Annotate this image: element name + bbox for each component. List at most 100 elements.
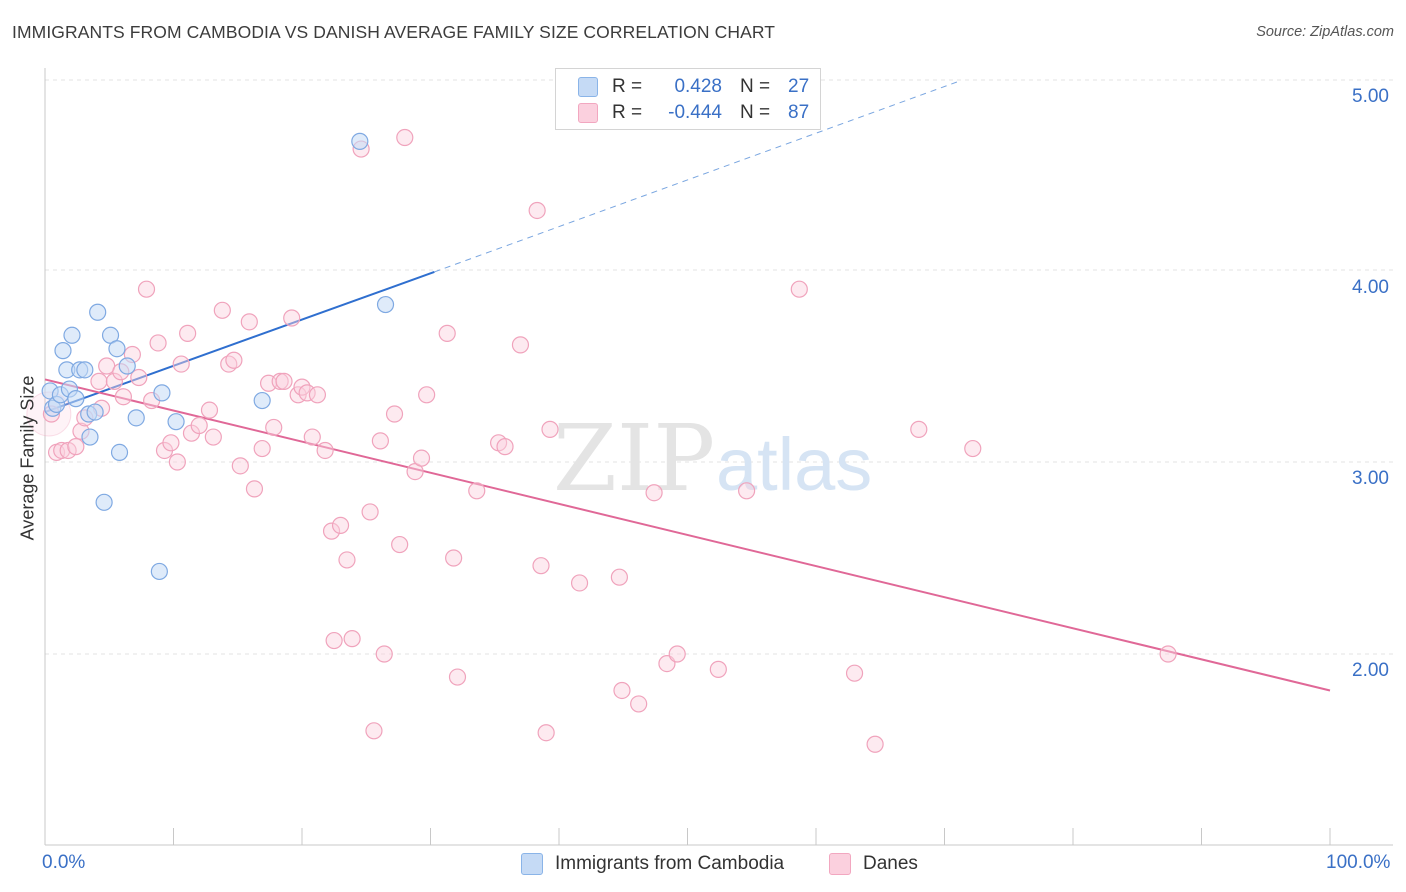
point-cambodia	[153, 384, 171, 402]
point-danes	[200, 401, 219, 419]
point-cambodia	[54, 342, 72, 360]
point-danes	[331, 516, 350, 534]
point-cambodia	[67, 390, 85, 408]
point-danes	[790, 280, 808, 298]
point-danes	[149, 334, 167, 352]
watermark: ZIP atlas	[553, 405, 872, 512]
point-danes	[105, 372, 123, 390]
point-danes	[365, 722, 383, 740]
point-cambodia	[89, 303, 107, 321]
point-danes	[231, 457, 249, 475]
point-danes	[137, 280, 156, 298]
series-label-cambodia: Immigrants from Cambodia	[555, 853, 785, 874]
point-cambodia	[86, 403, 104, 421]
point-danes	[371, 432, 389, 450]
chart-source: Source: ZipAtlas.com	[1256, 24, 1394, 40]
point-danes	[396, 128, 414, 147]
y-tick-2: 2.00	[1352, 660, 1389, 681]
series-label-danes: Danes	[863, 853, 918, 874]
point-danes	[245, 480, 264, 498]
point-danes	[910, 420, 928, 438]
grid-lines	[45, 79, 1393, 655]
point-danes	[438, 324, 456, 342]
point-danes	[1159, 645, 1177, 663]
point-cambodia	[167, 413, 185, 431]
point-cambodia	[150, 562, 168, 581]
chart-title: IMMIGRANTS FROM CAMBODIA VS DANISH AVERA…	[12, 22, 776, 42]
watermark-zip: ZIP	[553, 405, 715, 512]
point-danes	[130, 368, 148, 387]
point-danes	[298, 384, 316, 402]
point-danes	[67, 438, 85, 456]
y-tick-5: 5.00	[1352, 86, 1389, 107]
legend-r-value: -0.444	[668, 102, 722, 123]
y-tick-3: 3.00	[1352, 468, 1389, 489]
point-danes	[541, 420, 559, 438]
point-danes	[866, 735, 884, 753]
watermark-atlas: atlas	[716, 423, 872, 506]
legend-n-label: N =	[740, 102, 771, 123]
point-danes	[303, 428, 321, 446]
point-danes	[190, 416, 208, 435]
point-danes	[412, 449, 431, 467]
series-swatch-cambodia	[521, 853, 543, 875]
point-danes	[845, 664, 864, 682]
point-danes	[613, 681, 631, 700]
point-cambodia	[118, 357, 136, 375]
point-danes	[90, 372, 108, 390]
point-danes	[204, 428, 222, 446]
data-points	[26, 128, 1177, 753]
point-danes	[172, 355, 190, 373]
series-legend-danes: Danes	[829, 851, 918, 877]
point-danes	[271, 372, 289, 390]
point-cambodia	[108, 340, 126, 358]
point-danes	[610, 568, 628, 586]
point-cambodia	[110, 443, 129, 461]
point-danes	[275, 372, 293, 390]
point-danes	[240, 313, 258, 331]
legend-r-label: R =	[612, 102, 643, 123]
point-danes	[265, 418, 283, 437]
point-danes	[59, 441, 77, 460]
point-danes	[114, 388, 132, 406]
point-danes	[511, 336, 530, 354]
point-danes	[338, 551, 356, 569]
point-danes	[448, 668, 467, 686]
legend-row-cambodia: R = 0.428 N = 27	[578, 74, 809, 100]
point-danes	[322, 522, 341, 540]
legend-row-danes: R = -0.444 N = 87	[578, 100, 809, 126]
y-axis-title: Average Family Size	[17, 375, 38, 541]
trend-lines	[44, 81, 1331, 692]
series-swatch-danes	[829, 853, 851, 875]
trend-line-cambodia	[44, 270, 435, 414]
point-danes	[630, 695, 648, 713]
point-danes	[325, 631, 343, 650]
point-cambodia	[76, 361, 94, 379]
legend-swatch-danes	[578, 103, 598, 123]
legend-r-value: 0.428	[674, 76, 722, 97]
point-danes	[570, 574, 589, 592]
point-danes	[283, 309, 301, 327]
series-legend-cambodia: Immigrants from Cambodia	[521, 851, 784, 877]
point-danes	[964, 439, 982, 458]
point-danes	[53, 441, 71, 460]
legend-n-value: 87	[788, 102, 810, 123]
legend-swatch-cambodia	[578, 77, 598, 97]
point-cambodia	[63, 326, 81, 344]
legend-r-label: R =	[612, 76, 643, 97]
point-cambodia	[81, 428, 99, 446]
point-danes	[162, 434, 180, 452]
point-danes	[532, 557, 550, 575]
point-danes	[537, 724, 555, 742]
correlation-legend: R = 0.428 N = 27 R = -0.444 N = 87	[555, 68, 821, 130]
point-cambodia	[253, 391, 271, 410]
point-danes	[385, 405, 404, 423]
point-danes	[418, 386, 436, 404]
legend-n-value: 27	[788, 76, 810, 97]
trend-line-cambodia-extension	[434, 81, 958, 273]
point-danes	[308, 386, 327, 404]
point-danes	[709, 660, 727, 678]
point-danes	[738, 482, 756, 500]
point-danes	[361, 503, 379, 521]
